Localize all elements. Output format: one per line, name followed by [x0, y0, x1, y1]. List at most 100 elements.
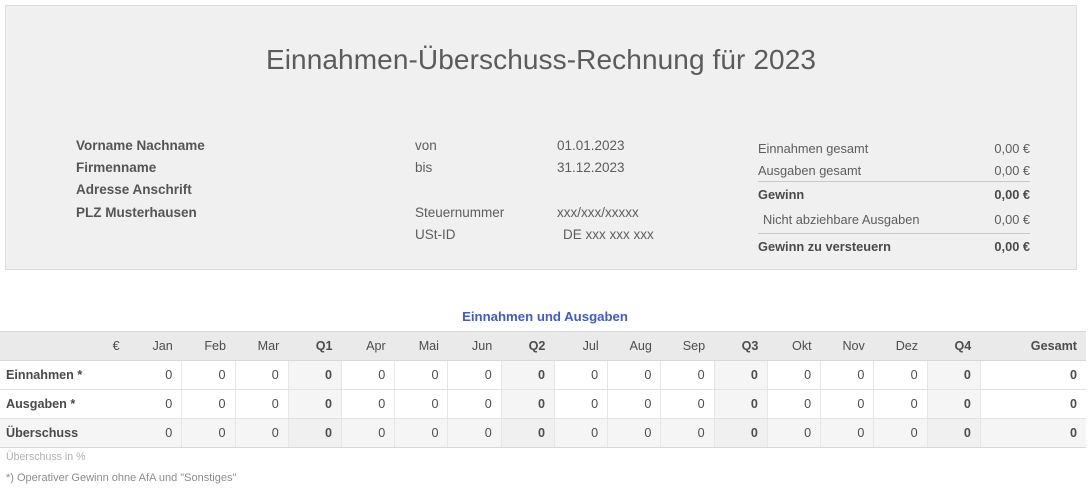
cell[interactable]: 0	[607, 360, 662, 390]
cell[interactable]: 0	[181, 360, 236, 390]
meta-block: von 01.01.2023 bis 31.12.2023 Steuernumm…	[415, 135, 715, 246]
summary-row-gewinn-zu-versteuern: Gewinn zu versteuern 0,00 €	[758, 233, 1030, 259]
cell[interactable]: 0	[820, 360, 875, 390]
meta-value: xxx/xxx/xxxxx	[557, 204, 639, 220]
summary-label: Gewinn zu versteuern	[758, 239, 891, 254]
col-header-apr: Apr	[341, 331, 395, 361]
summary-value: 0,00 €	[994, 162, 1030, 178]
row-label-ueberschuss: Überschuss	[0, 418, 129, 448]
address-line: Vorname Nachname	[76, 138, 205, 153]
cell: 0	[181, 418, 236, 448]
cell: 0	[235, 418, 289, 448]
cell: 0	[128, 418, 183, 448]
cell[interactable]: 0	[128, 389, 183, 419]
col-header-feb: Feb	[181, 331, 236, 361]
summary-row-ausgaben-gesamt: Ausgaben gesamt 0,00 €	[758, 160, 1030, 182]
col-header-currency: €	[0, 331, 129, 361]
address-line: Firmenname	[76, 160, 157, 176]
summary-value: 0,00 €	[994, 212, 1030, 227]
summary-label: Gewinn	[758, 187, 805, 202]
meta-value: 31.12.2023	[557, 160, 625, 176]
col-header-mai: Mai	[394, 331, 448, 361]
col-header-dez: Dez	[873, 331, 928, 361]
cell-q2: 0	[501, 360, 555, 390]
summary-label: Nicht abziehbare Ausgaben	[763, 212, 920, 227]
col-header-aug: Aug	[607, 331, 661, 361]
cell[interactable]: 0	[128, 360, 183, 390]
cell[interactable]: 0	[554, 389, 609, 419]
summary-row-nicht-abziehbare-ausgaben: Nicht abziehbare Ausgaben 0,00 €	[758, 207, 1030, 233]
page-title: Einnahmen-Überschuss-Rechnung für 2023	[265, 44, 817, 75]
meta-row-steuernummer: Steuernummer xxx/xxx/xxxxx	[415, 202, 715, 224]
cell[interactable]: 0	[235, 360, 289, 390]
cell: 0	[394, 418, 449, 448]
address-line: PLZ Musterhausen	[76, 204, 197, 220]
col-header-okt: Okt	[767, 331, 821, 361]
cell[interactable]: 0	[394, 360, 449, 390]
summary-value: 0,00 €	[994, 239, 1030, 254]
summary-value: 0,00 €	[994, 187, 1030, 202]
summary-row-gewinn: Gewinn 0,00 €	[758, 181, 1030, 207]
col-header-q3: Q3	[714, 331, 768, 361]
cell[interactable]: 0	[767, 360, 822, 390]
cell[interactable]: 0	[660, 360, 715, 390]
cell: 0	[447, 418, 502, 448]
cell: 0	[607, 418, 662, 448]
col-header-sep: Sep	[660, 331, 715, 361]
meta-label: USt-ID	[415, 226, 456, 242]
cell: 0	[554, 418, 609, 448]
col-header-q4: Q4	[927, 331, 981, 361]
row-label-ausgaben: Ausgaben *	[0, 389, 129, 419]
cell[interactable]: 0	[554, 360, 609, 390]
row-label-einnahmen: Einnahmen *	[0, 360, 129, 390]
cell[interactable]: 0	[820, 389, 875, 419]
cell[interactable]: 0	[873, 360, 928, 390]
cell-q1: 0	[288, 360, 343, 390]
cell[interactable]: 0	[607, 389, 662, 419]
col-header-mar: Mar	[235, 331, 289, 361]
col-header-q2: Q2	[501, 331, 555, 361]
cell-gesamt: 0	[980, 418, 1086, 448]
cell: 0	[873, 418, 928, 448]
address-block: Vorname Nachname Firmenname Adresse Ansc…	[76, 135, 376, 224]
meta-row-von: von 01.01.2023	[415, 135, 715, 157]
cell[interactable]: 0	[873, 389, 928, 419]
meta-label: von	[415, 138, 437, 153]
cell-q1: 0	[288, 418, 343, 448]
cell[interactable]: 0	[235, 389, 289, 419]
summary-row-einnahmen-gesamt: Einnahmen gesamt 0,00 €	[758, 138, 1030, 160]
cell[interactable]: 0	[447, 360, 502, 390]
cell[interactable]: 0	[181, 389, 236, 419]
meta-value: DE xxx xxx xxx	[563, 226, 654, 242]
meta-label: bis	[415, 160, 433, 176]
cell-q4: 0	[927, 418, 981, 448]
footnote: *) Operativer Gewinn ohne AfA und "Sonst…	[6, 472, 237, 484]
cell-q4: 0	[927, 389, 981, 419]
cell[interactable]: 0	[767, 389, 822, 419]
header-panel: Einnahmen-Überschuss-Rechnung für 2023 V…	[5, 5, 1077, 270]
cell: 0	[767, 418, 822, 448]
meta-row-ust-id: USt-ID DE xxx xxx xxx	[415, 224, 715, 246]
cell-q3: 0	[714, 389, 768, 419]
cell[interactable]: 0	[394, 389, 449, 419]
cell-q3: 0	[714, 418, 768, 448]
meta-row-spacer	[415, 179, 715, 201]
col-header-jan: Jan	[128, 331, 182, 361]
table-caption: Einnahmen und Ausgaben	[462, 309, 628, 324]
summary-value: 0,00 €	[994, 141, 1030, 156]
cell-q2: 0	[501, 418, 555, 448]
table-row: Überschuss 0 0 0 0 0 0 0 0 0 0 0 0 0 0 0	[0, 418, 1086, 448]
cell-gesamt: 0	[980, 389, 1086, 419]
meta-label: Steuernummer	[415, 204, 505, 220]
col-header-nov: Nov	[820, 331, 874, 361]
cell: 0	[341, 418, 396, 448]
cell[interactable]: 0	[660, 389, 715, 419]
cell: 0	[820, 418, 875, 448]
col-header-jul: Jul	[554, 331, 608, 361]
cell[interactable]: 0	[447, 389, 502, 419]
cell[interactable]: 0	[341, 360, 396, 390]
cell: 0	[660, 418, 715, 448]
cell[interactable]: 0	[341, 389, 396, 419]
meta-value: 01.01.2023	[557, 138, 625, 153]
